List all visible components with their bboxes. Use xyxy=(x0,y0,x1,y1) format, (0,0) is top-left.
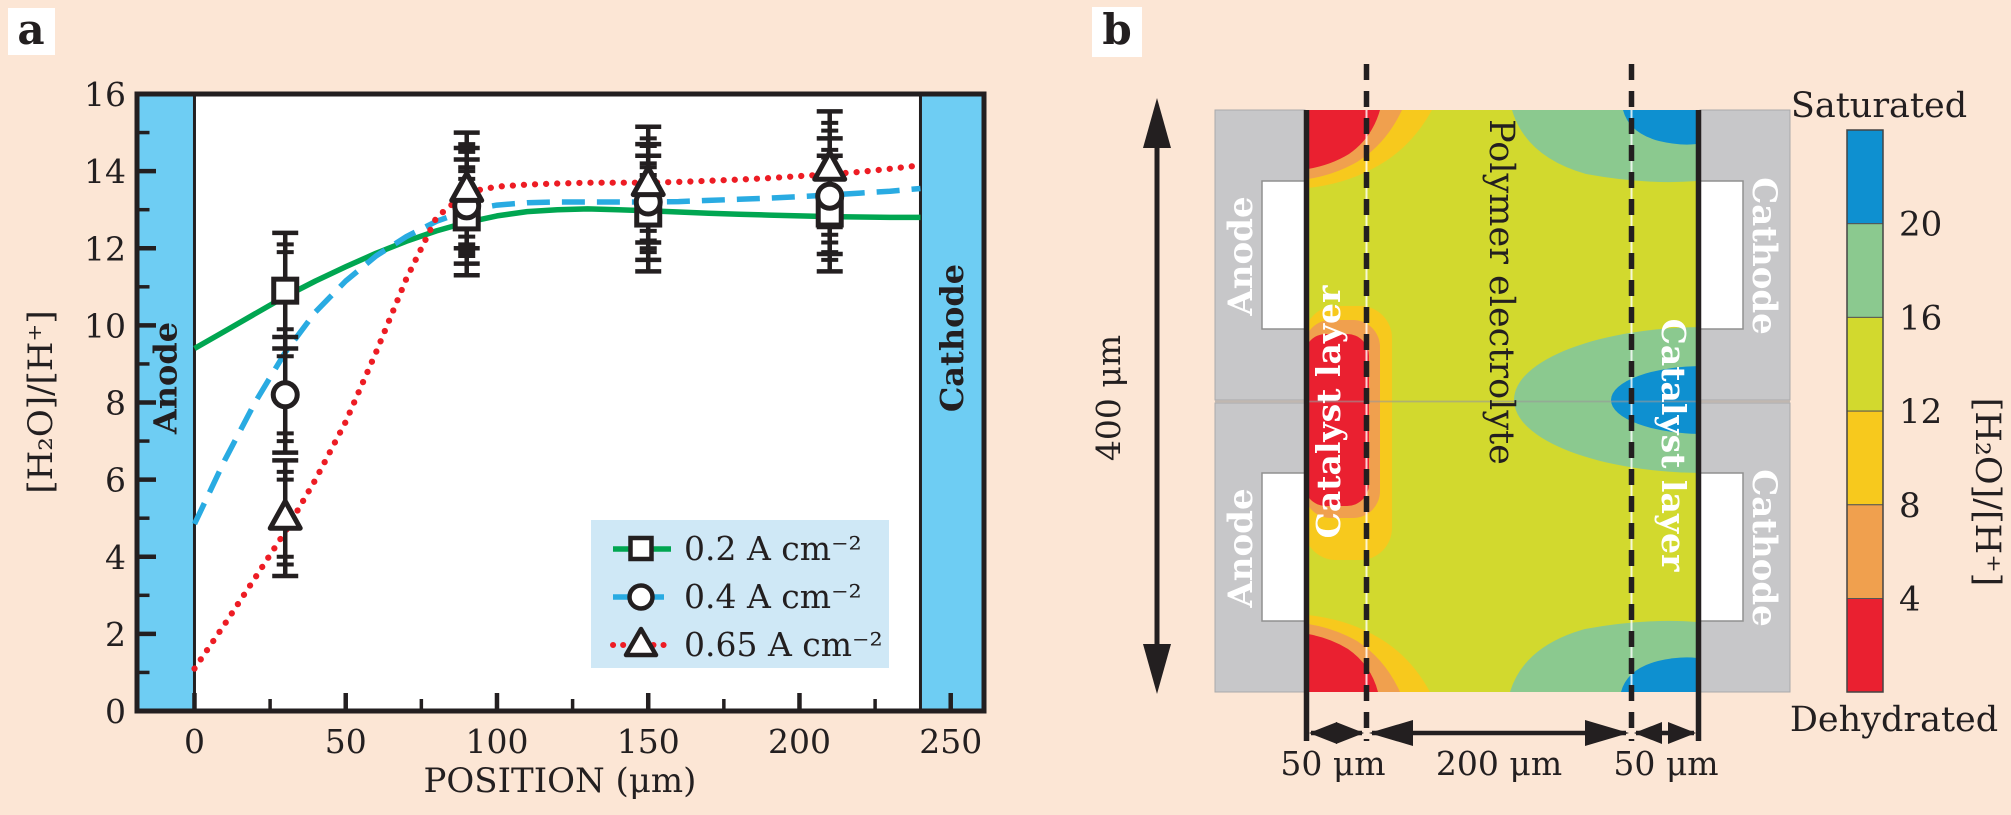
y-tick-label: 10 xyxy=(84,306,126,345)
anode-channel-upper xyxy=(1261,180,1306,330)
panel-a-label-box xyxy=(8,8,55,55)
marker-triangle xyxy=(449,170,485,203)
colorbar-segment xyxy=(1846,223,1884,318)
marker-triangle xyxy=(812,149,848,182)
plot-frame xyxy=(134,91,987,714)
y-tick-label: 2 xyxy=(105,615,126,654)
y-tick-label: 14 xyxy=(84,152,126,191)
marker-triangle xyxy=(630,165,666,198)
y-axis-title: [H₂O]/[H⁺] xyxy=(21,310,61,493)
y-tick-label: 8 xyxy=(105,384,126,423)
catalyst-layer-label-right: Catalyst layer xyxy=(1654,319,1693,572)
x-tick-label: 200 xyxy=(768,722,831,761)
y-tick-label: 16 xyxy=(84,75,126,114)
colorbar-segment xyxy=(1846,598,1884,693)
width-dimensions xyxy=(1309,720,1696,746)
panel-a-label: a xyxy=(17,5,44,54)
x-tick-label: 0 xyxy=(184,722,205,761)
y-tick-label: 0 xyxy=(105,692,126,731)
dim-label-left: 50 μm xyxy=(1280,744,1385,783)
contour-red xyxy=(1308,634,1378,692)
legend-label: 0.4 A cm⁻² xyxy=(684,577,862,616)
marker-circle xyxy=(270,380,300,410)
x-tick-label: 150 xyxy=(617,722,680,761)
arrow-right-icon xyxy=(1668,722,1696,744)
contour-red xyxy=(1308,334,1369,506)
cathode-label-upper: Cathode xyxy=(1744,177,1784,335)
arrow-left-icon xyxy=(1634,722,1662,744)
arrow-left-icon xyxy=(1369,720,1413,746)
contour-blue xyxy=(1621,657,1697,692)
legend-triangle-marker xyxy=(623,626,659,658)
panel-b-label-box xyxy=(1092,7,1142,57)
arrow-up-icon xyxy=(1143,98,1171,148)
colorbar-segment xyxy=(1846,504,1884,599)
marker-square xyxy=(271,276,300,305)
legend-label: 0.2 A cm⁻² xyxy=(684,529,862,568)
curve-triangle xyxy=(191,162,924,672)
colorbar-tick: 8 xyxy=(1899,486,1921,526)
panel-b: 400 μm xyxy=(1089,5,2007,783)
colorbar-tick: 12 xyxy=(1899,392,1942,432)
arrow-right-icon xyxy=(1585,720,1629,746)
colorbar-segment xyxy=(1846,410,1884,506)
catalyst-layer-label-left: Catalyst layer xyxy=(1309,285,1348,538)
x-axis-title: POSITION (μm) xyxy=(424,761,697,801)
colorbar-outline xyxy=(1846,129,1884,693)
contour-red xyxy=(1308,110,1380,169)
panel-a: Anode Cathode 0 50 100 150 200 250 0 2 4 6 8 10 12 14 1… xyxy=(8,5,987,801)
cathode-label-lower: Cathode xyxy=(1744,469,1784,627)
x-tick-label: 50 xyxy=(325,722,367,761)
colorbar-saturated-label: Saturated xyxy=(1791,86,1967,126)
legend-square-marker xyxy=(628,535,654,562)
colorbar-tick: 16 xyxy=(1899,298,1942,338)
panel-b-label: b xyxy=(1102,5,1131,54)
colorbar-tick: 4 xyxy=(1899,580,1921,620)
colorbar: 20 16 12 8 4 Saturated Dehydrated [H₂O]/… xyxy=(1790,86,2007,740)
electrode-band xyxy=(920,96,984,709)
axis-tick-labels: 0 50 100 150 200 250 0 2 4 6 8 10 12 14 16 xyxy=(84,75,982,761)
data-markers xyxy=(267,149,848,531)
colorbar-segment xyxy=(1846,129,1884,225)
marker-triangle xyxy=(267,498,303,531)
cathode-channel-lower xyxy=(1699,472,1744,622)
dim-label-middle: 200 μm xyxy=(1436,744,1562,783)
height-dimension-label: 400 μm xyxy=(1089,335,1128,461)
arrow-left-icon xyxy=(1309,722,1337,744)
band-label: Anode xyxy=(147,322,185,435)
arrow-right-icon xyxy=(1336,722,1364,744)
contour-green xyxy=(1514,327,1697,473)
series-curves xyxy=(191,162,924,672)
axis-ticks xyxy=(139,91,953,714)
x-tick-label: 250 xyxy=(919,722,982,761)
anode-label-lower: Anode xyxy=(1221,488,1261,608)
y-tick-label: 12 xyxy=(84,229,126,268)
electrolyte-label: Polymer electrolyte xyxy=(1481,119,1521,465)
x-tick-label: 100 xyxy=(465,722,528,761)
electrode-bands: Anode Cathode xyxy=(137,96,984,709)
y-tick-label: 4 xyxy=(105,538,126,577)
cathode-channel-upper xyxy=(1699,180,1744,330)
dim-label-right: 50 μm xyxy=(1613,744,1718,783)
colorbar-axis-label: [H₂O]/[H⁺] xyxy=(1967,398,2007,587)
y-tick-label: 6 xyxy=(105,461,126,500)
colorbar-dehydrated-label: Dehydrated xyxy=(1790,700,1998,740)
band-label: Cathode xyxy=(933,264,971,412)
contour-blue xyxy=(1623,110,1697,145)
colorbar-segment xyxy=(1846,316,1884,412)
height-arrow xyxy=(1143,98,1171,694)
anode-channel-lower xyxy=(1261,472,1306,622)
legend-circle-marker xyxy=(627,583,655,611)
curve-square xyxy=(193,206,921,351)
marker-circle xyxy=(815,181,845,211)
anode-label-upper: Anode xyxy=(1221,196,1261,316)
colorbar-tick: 20 xyxy=(1899,205,1942,245)
arrow-down-icon xyxy=(1143,644,1171,694)
legend-label: 0.65 A cm⁻² xyxy=(684,625,883,664)
legend: 0.2 A cm⁻² 0.4 A cm⁻² 0.65 A cm⁻² xyxy=(591,520,889,668)
